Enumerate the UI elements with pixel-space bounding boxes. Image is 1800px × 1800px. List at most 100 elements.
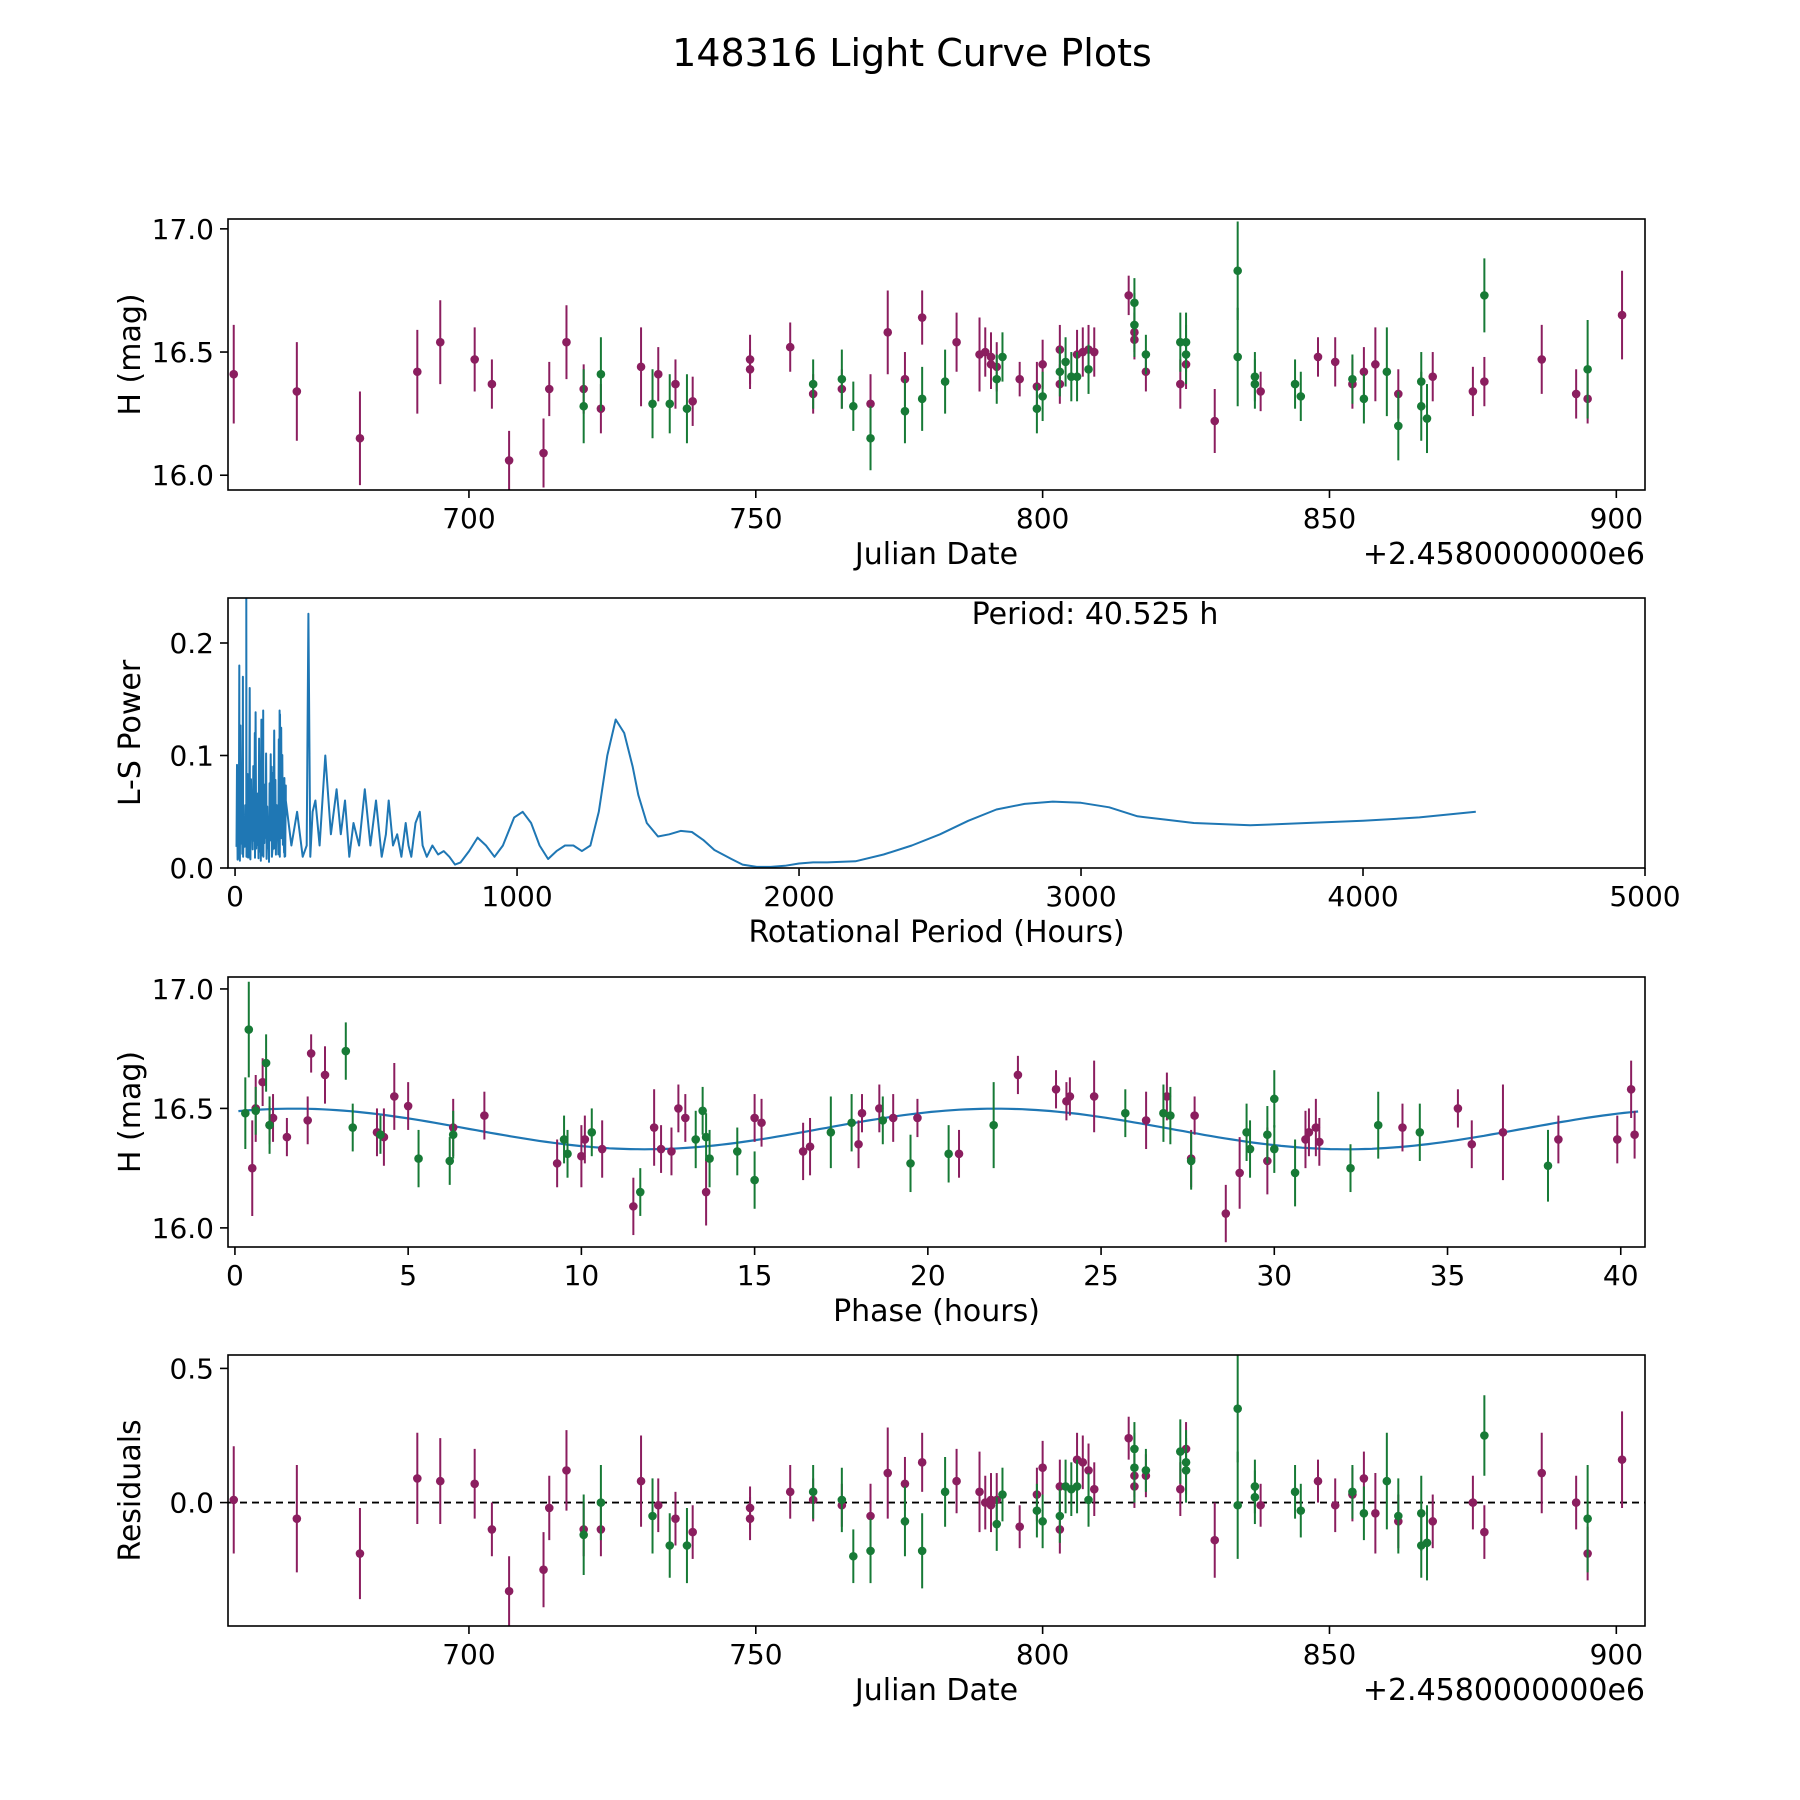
resid-x-offset-label: +2.4580000000e6 — [1363, 1673, 1645, 1708]
phase-data-point — [913, 1113, 922, 1123]
jd-data-point — [562, 337, 571, 347]
jd-data-point — [849, 401, 858, 411]
jd-data-point — [1256, 387, 1265, 396]
resid-data-point — [470, 1479, 479, 1489]
phase-data-point — [1121, 1108, 1130, 1118]
phase-data-point — [1245, 1144, 1255, 1154]
phase-data-point — [1013, 1070, 1023, 1080]
resid-x-tick-label: 700 — [442, 1638, 495, 1671]
jd-x-tick-label: 850 — [1303, 502, 1356, 535]
phase-data-point — [798, 1147, 808, 1156]
resid-data-point — [1617, 1455, 1627, 1464]
phase-data-point — [303, 1116, 312, 1125]
resid-data-point — [837, 1495, 847, 1505]
phase-data-point — [1190, 1111, 1199, 1120]
phase-x-tick-label: 40 — [1603, 1259, 1639, 1292]
figure-title: 148316 Light Curve Plots — [672, 31, 1152, 75]
resid-data-point — [1210, 1535, 1220, 1545]
phase-axes-frame — [227, 976, 1646, 1248]
jd-data-point — [1061, 357, 1070, 367]
jd-data-point — [688, 397, 697, 406]
jd-x-offset-label: +2.4580000000e6 — [1363, 537, 1645, 572]
resid-data-point — [1176, 1484, 1185, 1494]
resid-data-point — [1256, 1500, 1265, 1510]
phase-x-tick-label: 0 — [226, 1259, 244, 1292]
ls-y-tick-label: 0.1 — [169, 740, 214, 773]
phase-data-point — [414, 1154, 423, 1163]
resid-x-tick-label: 850 — [1303, 1638, 1356, 1671]
phase-data-point — [635, 1187, 645, 1197]
resid-x-axis-label: Julian Date — [853, 1673, 1018, 1708]
period-annotation: Period: 40.525 h — [972, 597, 1219, 632]
resid-data-point — [1233, 1500, 1242, 1510]
jd-data-point — [1571, 389, 1581, 399]
resid-data-point — [1078, 1458, 1088, 1467]
phase-plot-area — [238, 981, 1639, 1243]
jd-data-point — [544, 384, 554, 394]
phase-data-point — [954, 1149, 964, 1159]
resid-data-point — [355, 1549, 365, 1558]
phase-data-point — [1498, 1128, 1508, 1137]
jd-data-point — [1330, 357, 1340, 367]
resid-data-point — [1422, 1538, 1432, 1548]
jd-data-point — [1296, 392, 1306, 401]
phase-data-point — [701, 1132, 711, 1142]
resid-data-point — [1416, 1509, 1426, 1518]
ls-x-tick-label: 1000 — [481, 880, 552, 913]
phase-data-point — [681, 1113, 690, 1123]
jd-data-point — [1233, 352, 1242, 362]
phase-x-tick-label: 5 — [399, 1259, 417, 1292]
resid-data-point — [579, 1530, 588, 1540]
resid-data-point — [1330, 1500, 1340, 1510]
phase-data-point — [906, 1159, 915, 1168]
jd-data-point — [292, 387, 302, 396]
jd-data-point — [648, 399, 657, 409]
phase-data-point — [944, 1149, 953, 1159]
resid-data-point — [1583, 1514, 1592, 1523]
phase-data-point — [1235, 1168, 1244, 1178]
resid-data-point — [1141, 1466, 1151, 1475]
jd-data-point — [1646, 409, 1655, 418]
phase-data-point — [341, 1046, 351, 1056]
resid-data-point — [1296, 1506, 1306, 1515]
phase-data-point — [878, 1116, 888, 1125]
resid-data-point — [998, 1490, 1007, 1499]
residuals-panel: Julian Date Residuals +2.4580000000e6 70… — [113, 1352, 1646, 1708]
phase-folded-panel: Phase (hours) H (mag) 0 5 10 15 20 25 30 35 40 16… — [113, 973, 1646, 1329]
ls-y-axis-label: L-S Power — [113, 659, 148, 806]
phase-data-point — [445, 1156, 455, 1166]
jd-x-tick-label: 700 — [442, 502, 495, 535]
jd-data-point — [1250, 372, 1260, 381]
resid-data-point — [866, 1546, 875, 1556]
resid-data-point — [1480, 1527, 1489, 1537]
resid-data-point — [1072, 1482, 1082, 1491]
phase-data-point — [826, 1128, 836, 1137]
phase-data-point — [750, 1113, 759, 1123]
jd-y-tick-label: 16.0 — [152, 459, 214, 492]
resid-data-point — [1055, 1511, 1065, 1521]
resid-data-point — [1130, 1444, 1139, 1454]
phase-data-point — [1301, 1135, 1310, 1144]
phase-x-tick-label: 35 — [1430, 1259, 1466, 1292]
resid-data-point — [1382, 1476, 1392, 1486]
phase-y-tick-label: 17.0 — [152, 973, 214, 1006]
phase-data-point — [1089, 1092, 1099, 1101]
phase-data-point — [261, 1058, 271, 1068]
resid-data-point — [1571, 1498, 1581, 1507]
jd-x-axis-label: Julian Date — [853, 537, 1018, 572]
jd-x-tick-label: 900 — [1590, 502, 1643, 535]
phase-data-point — [251, 1106, 261, 1116]
phase-data-point — [448, 1130, 458, 1139]
phase-data-point — [1166, 1111, 1175, 1120]
phase-x-tick-label: 10 — [564, 1259, 600, 1292]
phase-data-point — [1242, 1128, 1251, 1137]
phase-data-point — [1415, 1128, 1425, 1137]
ls-x-tick-label: 2000 — [763, 880, 834, 913]
resid-data-point — [1537, 1468, 1547, 1478]
julian-date-lightcurve-panel: Julian Date H (mag) +2.4580000000e6 700 7… — [113, 213, 1655, 572]
resid-data-point — [1032, 1506, 1042, 1515]
jd-data-point — [1015, 374, 1024, 384]
jd-data-point — [596, 369, 606, 379]
jd-data-point — [1422, 414, 1432, 423]
phase-data-point — [805, 1142, 815, 1151]
